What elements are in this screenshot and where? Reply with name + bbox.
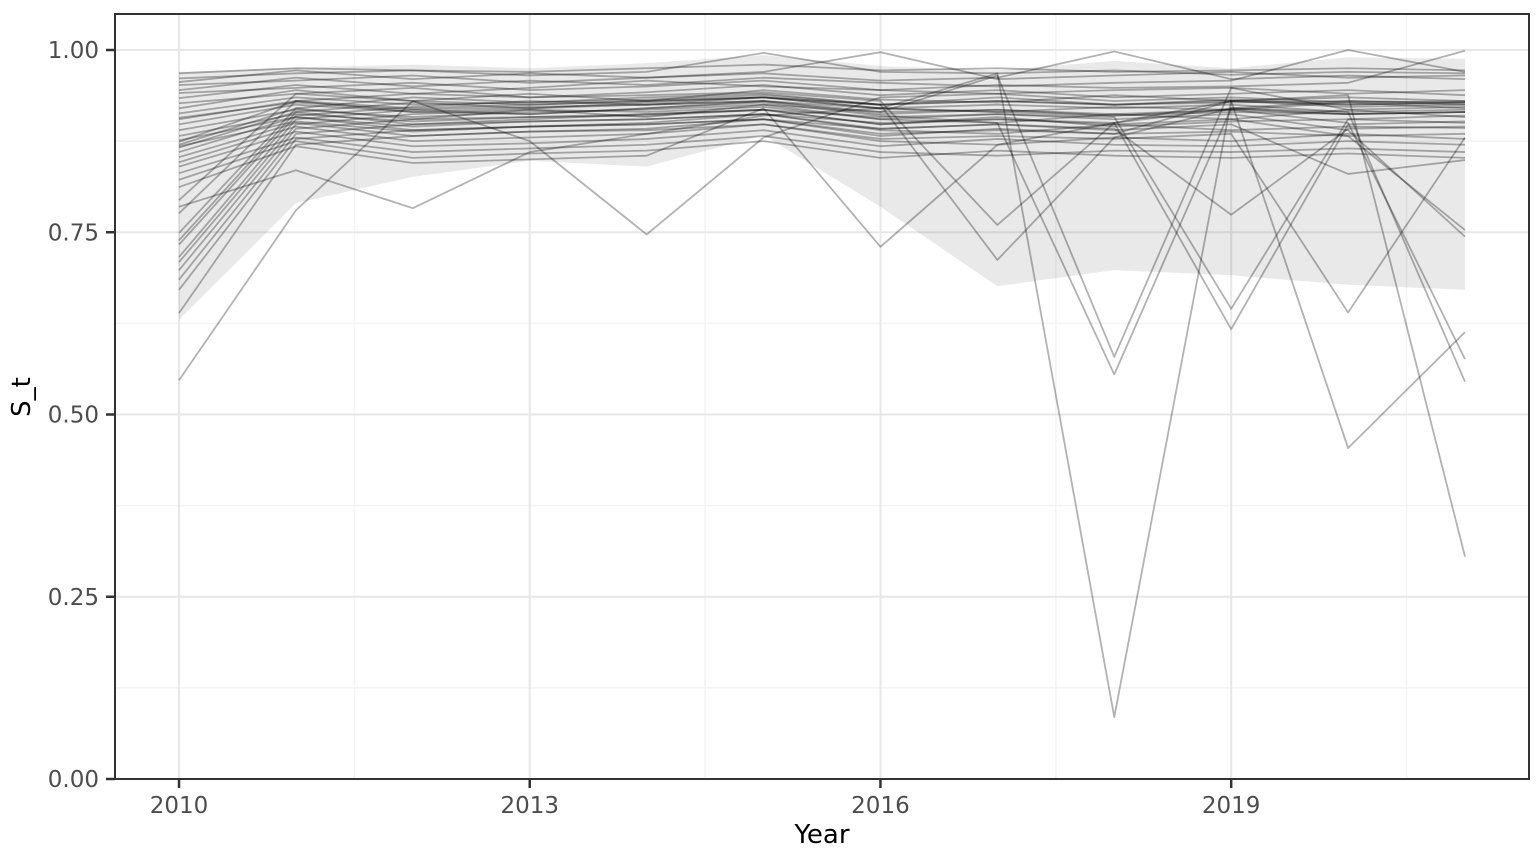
- series-line: [178, 79, 1466, 100]
- series-line: [178, 103, 1466, 360]
- series-line: [178, 123, 1466, 314]
- confidence-ribbon: [179, 55, 1465, 320]
- x-tick-label: 2016: [851, 793, 910, 819]
- series-line: [178, 123, 1466, 164]
- series-line: [178, 89, 1466, 110]
- series-line: [178, 108, 1466, 331]
- series-line: [178, 108, 1466, 238]
- series-line: [178, 100, 1466, 449]
- series-line: [178, 113, 1466, 231]
- y-tick-label: 0.00: [48, 767, 99, 793]
- series-line: [178, 94, 1466, 557]
- series-line: [178, 63, 1466, 75]
- x-tick-label: 2019: [1202, 793, 1261, 819]
- series-line: [178, 96, 1466, 381]
- series-line: [178, 91, 1466, 226]
- x-tick-label: 2013: [500, 793, 559, 819]
- series-line: [178, 49, 1466, 94]
- series-line: [178, 92, 1466, 115]
- y-axis-title: S_t: [7, 377, 37, 417]
- series-line: [178, 113, 1466, 153]
- series-line: [178, 96, 1466, 119]
- series-line: [178, 113, 1466, 281]
- series-line: [178, 100, 1466, 248]
- series-line: [178, 107, 1466, 210]
- series-line: [178, 135, 1466, 175]
- series-line: [178, 140, 1466, 181]
- series-line: [178, 52, 1466, 80]
- panel-border: [114, 13, 1530, 780]
- series-line: [178, 84, 1466, 105]
- series-line: [178, 105, 1466, 310]
- series-line: [178, 118, 1466, 175]
- y-tick-label: 0.25: [48, 585, 99, 611]
- series-line: [178, 129, 1466, 168]
- series-line: [178, 100, 1466, 143]
- series-line: [178, 72, 1466, 718]
- y-tick-label: 0.75: [48, 220, 99, 246]
- series-line: [178, 50, 1466, 86]
- x-tick-label: 2010: [150, 793, 209, 819]
- y-tick-label: 0.50: [48, 403, 99, 429]
- y-tick-label: 1.00: [48, 38, 99, 64]
- series-line: [178, 94, 1466, 261]
- series-line: [178, 101, 1466, 376]
- x-axis-title: Year: [793, 820, 849, 850]
- series-line: [178, 51, 1466, 83]
- series-line: [178, 49, 1466, 91]
- series-line: [178, 103, 1466, 146]
- series-line: [178, 92, 1466, 236]
- series-line: [178, 118, 1466, 159]
- series-line: [178, 74, 1466, 358]
- series-line: [178, 100, 1466, 383]
- series-line: [178, 108, 1466, 149]
